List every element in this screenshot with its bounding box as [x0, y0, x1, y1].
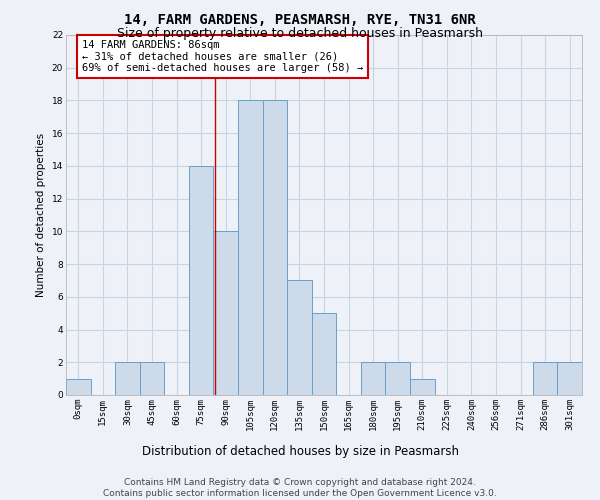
Bar	[287, 280, 312, 395]
Text: 14, FARM GARDENS, PEASMARSH, RYE, TN31 6NR: 14, FARM GARDENS, PEASMARSH, RYE, TN31 6…	[124, 12, 476, 26]
Bar	[385, 362, 410, 395]
Bar	[189, 166, 214, 395]
Bar	[66, 378, 91, 395]
Bar	[557, 362, 582, 395]
Bar	[361, 362, 385, 395]
Text: Size of property relative to detached houses in Peasmarsh: Size of property relative to detached ho…	[117, 28, 483, 40]
Bar	[312, 313, 336, 395]
Y-axis label: Number of detached properties: Number of detached properties	[36, 133, 46, 297]
Bar	[533, 362, 557, 395]
Bar	[263, 100, 287, 395]
Bar	[140, 362, 164, 395]
Bar	[238, 100, 263, 395]
Text: Distribution of detached houses by size in Peasmarsh: Distribution of detached houses by size …	[142, 445, 458, 458]
Bar	[115, 362, 140, 395]
Text: Contains HM Land Registry data © Crown copyright and database right 2024.
Contai: Contains HM Land Registry data © Crown c…	[103, 478, 497, 498]
Bar	[214, 232, 238, 395]
Text: 14 FARM GARDENS: 86sqm
← 31% of detached houses are smaller (26)
69% of semi-det: 14 FARM GARDENS: 86sqm ← 31% of detached…	[82, 40, 363, 73]
Bar	[410, 378, 434, 395]
